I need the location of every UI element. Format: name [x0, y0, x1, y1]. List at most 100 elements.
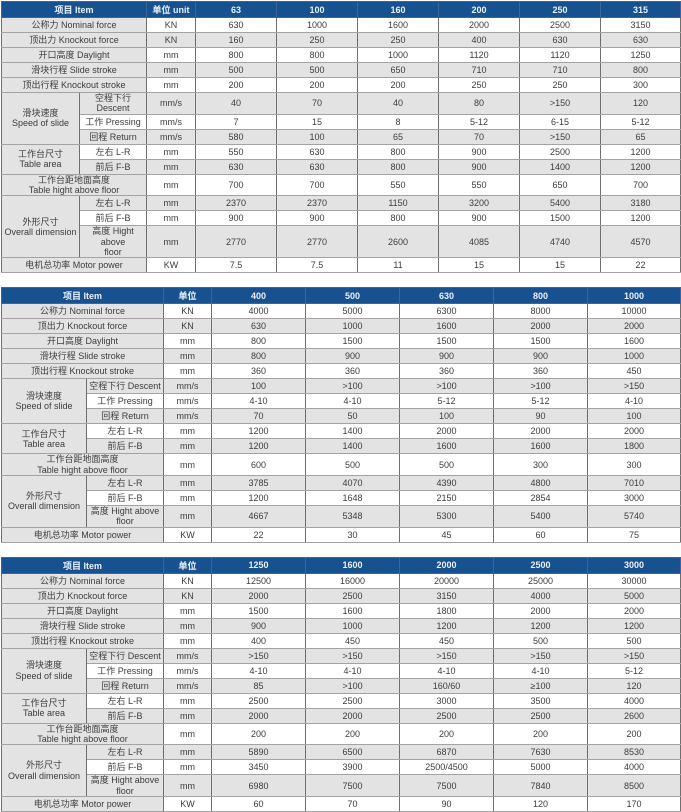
value-cell: 700 — [195, 173, 278, 197]
value-cell: >150 — [519, 92, 602, 115]
value-cell: 75 — [587, 526, 681, 543]
value-cell: 2500 — [305, 692, 401, 709]
value-cell: 2854 — [493, 490, 589, 507]
value-cell: 4-10 — [399, 662, 495, 679]
unit-cell: mm — [163, 722, 213, 746]
value-cell: >150 — [587, 378, 681, 395]
value-cell: 120 — [600, 92, 681, 115]
row-label: 开口高度 Daylight — [0, 602, 165, 619]
table-row: 外形尺寸 Overall dimension 左右 L-R mm 5890 6500 68… — [1, 744, 681, 798]
sub-label: 工作 Pressing — [85, 662, 165, 679]
sub-label: 工作 Pressing — [78, 113, 148, 130]
value-cell: 5-12 — [399, 393, 495, 410]
value-cell: 500 — [195, 62, 278, 78]
value-cell: 4-10 — [305, 662, 401, 679]
value-cell: 4000 — [211, 303, 307, 320]
value-cell: 2000 — [493, 602, 589, 619]
table-row: 工作台距地面高度 Table hight above floor mm 200 200… — [0, 722, 681, 746]
row-label: 电机总功率 Motor power — [0, 526, 165, 543]
value-cell: 250 — [357, 32, 440, 48]
value-cell: 85 — [211, 677, 307, 694]
unit-cell: mm — [146, 225, 197, 259]
value-cell: 900 — [438, 158, 521, 175]
value-cell: 250 — [438, 77, 521, 93]
value-cell: 450 — [305, 632, 401, 649]
unit-cell: mm/s — [163, 408, 213, 425]
sub-label: 回程 Return — [85, 408, 165, 425]
value-cell: 5400 — [493, 505, 589, 528]
sub-label: 左右 L-R — [85, 692, 165, 709]
value-cell: 4570 — [600, 225, 681, 259]
model-column-header: 1600 — [305, 556, 401, 574]
unit-cell: mm — [146, 77, 197, 93]
value-cell: 300 — [600, 77, 681, 93]
sub-label: 前后 F-B — [78, 210, 148, 227]
unit-cell: mm — [163, 423, 213, 440]
value-cell: 1200 — [211, 490, 307, 507]
model-column-header: 800 — [493, 287, 589, 305]
value-cell: 1150 — [357, 195, 440, 212]
sub-label: 左右 L-R — [78, 195, 148, 212]
table-row: 工作台距地面高度 Table hight above floor mm 600 500… — [0, 453, 681, 477]
value-cell: 710 — [438, 62, 521, 78]
value-cell: 10000 — [587, 303, 681, 320]
table-row: 电机总功率 Motor power KW 22 30 45 60 75 — [0, 526, 681, 543]
value-cell: 1600 — [399, 318, 495, 335]
value-cell: >150 — [587, 647, 681, 664]
value-cell: 800 — [600, 62, 681, 78]
group-label: 外形尺寸 Overall dimension — [1, 475, 87, 528]
unit-cell: mm/s — [163, 647, 213, 664]
item-column-header: 项目 Item — [0, 556, 165, 574]
header-row: 项目 Item 单位 400 500 630 800 1000 — [0, 287, 681, 305]
value-cell: >100 — [493, 378, 589, 395]
table-row: 开口高度 Daylight mm 1500 1600 1800 2000 2000 — [0, 602, 681, 619]
value-cell: 1400 — [519, 158, 602, 175]
group-label: 滑块速度 Speed of slide — [1, 647, 87, 694]
value-cell: 5740 — [587, 505, 681, 528]
value-cell: 2500 — [519, 17, 602, 33]
value-cell: 8 — [357, 113, 440, 130]
value-cell: 1648 — [305, 490, 401, 507]
sub-label: 左右 L-R — [85, 475, 165, 492]
table-row: 工作 Pressing mm/s 4-10 4-10 4-10 4-10 5-12 — [2, 662, 681, 679]
model-column-header: 63 — [195, 1, 278, 18]
value-cell: 900 — [438, 210, 521, 227]
unit-cell: mm/s — [163, 662, 213, 679]
value-cell: 40 — [357, 92, 440, 115]
spec-table-1250-3000: 项目 Item 单位 1250 1600 2000 2500 3000 公称力 Nominal… — [0, 556, 681, 812]
value-cell: 2000 — [493, 423, 589, 440]
unit-cell: mm — [146, 195, 197, 212]
value-cell: 250 — [276, 32, 359, 48]
sub-label: 高度 Hight above floor — [85, 505, 165, 528]
value-cell: 5-12 — [587, 662, 681, 679]
value-cell: 5-12 — [493, 393, 589, 410]
value-cell: 160/60 — [399, 677, 495, 694]
value-cell: 7500 — [305, 774, 401, 798]
value-cell: 2770 — [276, 225, 359, 259]
value-cell: 630 — [276, 158, 359, 175]
sub-label: 高度 Hight above floor — [78, 225, 148, 259]
model-column-header: 315 — [600, 1, 681, 18]
value-cell: 2000 — [211, 707, 307, 724]
value-cell: 800 — [357, 143, 440, 160]
value-cell: 7010 — [587, 475, 681, 492]
value-cell: 3200 — [438, 195, 521, 212]
value-cell: 600 — [211, 453, 307, 477]
table-row: 顶出力 Knockout force KN 2000 2500 3150 4000 5000 — [0, 587, 681, 604]
value-cell: 2000 — [211, 587, 307, 604]
row-label: 工作台距地面高度 Table hight above floor — [0, 173, 148, 197]
value-cell: 7 — [195, 113, 278, 130]
unit-cell: mm — [163, 759, 213, 776]
table-row: 工作台尺寸 Table area 左右 L-R mm 1200 1400 2000 2000… — [1, 423, 681, 455]
value-cell: 1600 — [399, 438, 495, 455]
value-cell: 630 — [276, 143, 359, 160]
value-cell: 500 — [276, 62, 359, 78]
table-row: 前后 F-B mm 630 630 800 900 1400 1200 — [2, 158, 681, 175]
value-cell: ≥100 — [493, 677, 589, 694]
value-cell: 4667 — [211, 505, 307, 528]
table-row: 工作台尺寸 Table area 左右 L-R mm 2500 2500 3000 3500… — [1, 692, 681, 724]
value-cell: 3785 — [211, 475, 307, 492]
item-column-header: 项目 Item — [0, 287, 165, 305]
unit-cell: KW — [146, 257, 197, 274]
value-cell: 160 — [195, 32, 278, 48]
